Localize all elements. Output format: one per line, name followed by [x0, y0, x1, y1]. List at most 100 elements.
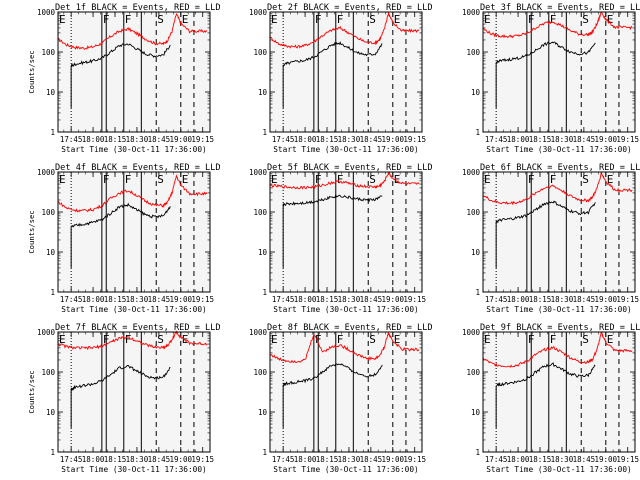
- lld-series-line: [482, 171, 633, 206]
- x-tick-label: 17:45: [272, 295, 295, 304]
- x-tick-label: 18:15: [316, 135, 339, 144]
- x-tick-label: 18:45: [360, 295, 383, 304]
- plot-frame: [57, 171, 211, 293]
- chart-panel-6: Det 6f BLACK = Events, RED = LLD 1 10 100 10…: [462, 163, 640, 314]
- x-tick-label: 18:45: [573, 295, 596, 304]
- panel-title: Det 5f BLACK = Events, RED = LLD: [267, 163, 433, 173]
- x-tick-label: 18:45: [360, 135, 383, 144]
- x-tick-label: 18:15: [316, 295, 339, 304]
- x-tick-label: 18:30: [551, 295, 574, 304]
- x-tick-label: 18:45: [573, 455, 596, 464]
- x-axis-label: Start Time (30-Oct-11 17:36:00): [273, 305, 419, 314]
- y-tick-label: 100: [253, 48, 267, 57]
- state-marker-label: E: [182, 13, 189, 26]
- state-marker-label: E: [271, 173, 278, 186]
- y-axis-label: Counts/sec: [27, 370, 36, 413]
- y-tick-label: 1: [475, 128, 480, 137]
- plot-area: [58, 172, 210, 292]
- panel-title: Det 2f BLACK = Events, RED = LLD: [267, 3, 433, 13]
- x-tick-label: 18:45: [148, 455, 171, 464]
- x-tick-label: 18:45: [360, 455, 383, 464]
- state-marker-label: E: [484, 13, 491, 26]
- x-tick-label: 17:45: [60, 455, 83, 464]
- x-tick-label: 18:15: [104, 135, 127, 144]
- y-tick-label: 10: [258, 88, 268, 97]
- state-marker-label: S: [369, 173, 376, 186]
- plot-frame: [269, 171, 423, 293]
- y-tick-label: 100: [41, 48, 55, 57]
- state-marker-label: E: [59, 13, 66, 26]
- lld-series-line: [57, 13, 208, 50]
- x-tick-label: 18:00: [82, 135, 105, 144]
- x-tick-label: 19:00: [382, 135, 405, 144]
- lld-series-line: [269, 11, 420, 49]
- y-axis-label: Counts/sec: [27, 210, 36, 253]
- x-axis-label: Start Time (30-Oct-11 17:36:00): [273, 465, 419, 474]
- x-tick-label: 19:00: [382, 455, 405, 464]
- chart-panel-5: Det 5f BLACK = Events, RED = LLD 1 10 100 10…: [249, 163, 433, 314]
- state-marker-label: F: [337, 173, 344, 186]
- x-tick-label: 19:00: [595, 135, 618, 144]
- x-tick-label: 17:45: [485, 295, 508, 304]
- lld-series-line: [482, 331, 633, 368]
- state-marker-label: E: [484, 333, 491, 346]
- events-series-line: [282, 41, 383, 67]
- x-axis-label: Start Time (30-Oct-11 17:36:00): [486, 465, 632, 474]
- plot-area: [270, 332, 422, 452]
- plot-frame: [482, 331, 636, 453]
- y-tick-label: 10: [46, 408, 56, 417]
- x-tick-label: 18:00: [82, 455, 105, 464]
- y-tick-label: 1000: [462, 168, 481, 177]
- y-tick-label: 1: [475, 288, 480, 297]
- state-marker-label: E: [59, 333, 66, 346]
- events-series-line: [282, 363, 383, 387]
- y-tick-label: 10: [471, 408, 481, 417]
- state-marker-label: S: [582, 333, 589, 346]
- panel-title: Det 8f BLACK = Events, RED = LLD: [267, 323, 433, 333]
- plot-area: [483, 172, 635, 292]
- y-tick-label: 10: [471, 88, 481, 97]
- y-tick-label: 1: [475, 448, 480, 457]
- x-tick-label: 17:45: [272, 135, 295, 144]
- x-tick-label: 18:00: [82, 295, 105, 304]
- y-tick-label: 100: [41, 368, 55, 377]
- x-tick-label: 18:30: [338, 295, 361, 304]
- x-tick-label: 17:45: [485, 455, 508, 464]
- x-tick-label: 18:15: [104, 455, 127, 464]
- plot-area: [483, 12, 635, 132]
- x-tick-label: 18:15: [104, 295, 127, 304]
- chart-panel-8: Det 8f BLACK = Events, RED = LLD 1 10 100 10…: [249, 323, 433, 474]
- chart-panel-9: Det 9f BLACK = Events, RED = LLD 1 10 100 10…: [462, 323, 640, 474]
- x-axis-label: Start Time (30-Oct-11 17:36:00): [61, 305, 207, 314]
- chart-panel-2: Det 2f BLACK = Events, RED = LLD 1 10 100 10…: [249, 3, 433, 154]
- x-axis-label: Start Time (30-Oct-11 17:36:00): [61, 465, 207, 474]
- x-tick-label: 18:30: [126, 455, 149, 464]
- x-tick-label: 19:00: [595, 295, 618, 304]
- plot-area: [58, 12, 210, 132]
- state-marker-label: E: [271, 13, 278, 26]
- x-tick-label: 19:15: [191, 135, 214, 144]
- state-marker-label: E: [182, 173, 189, 186]
- state-marker-label: F: [337, 13, 344, 26]
- y-tick-label: 10: [46, 88, 56, 97]
- y-tick-label: 1000: [37, 328, 56, 337]
- panel-title: Det 3f BLACK = Events, RED = LLD: [480, 3, 640, 13]
- events-series-line: [70, 202, 171, 228]
- state-marker-label: S: [157, 173, 164, 186]
- y-tick-label: 1000: [249, 8, 268, 17]
- panel-title: Det 1f BLACK = Events, RED = LLD: [55, 3, 221, 13]
- x-tick-label: 18:00: [507, 295, 530, 304]
- state-marker-label: E: [394, 333, 401, 346]
- events-series-line: [282, 193, 383, 207]
- x-tick-label: 19:15: [403, 295, 426, 304]
- plot-frame: [482, 11, 636, 133]
- y-tick-label: 10: [46, 248, 56, 257]
- x-tick-label: 19:15: [616, 135, 639, 144]
- state-marker-label: E: [394, 173, 401, 186]
- plot-frame: [57, 11, 211, 133]
- x-tick-label: 18:30: [126, 135, 149, 144]
- state-marker-label: E: [484, 173, 491, 186]
- x-axis-label: Start Time (30-Oct-11 17:36:00): [486, 305, 632, 314]
